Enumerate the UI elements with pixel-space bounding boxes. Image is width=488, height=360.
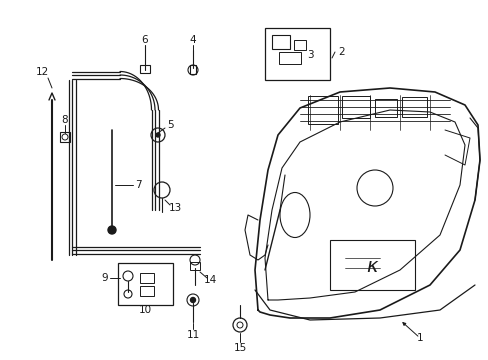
Circle shape <box>108 226 116 234</box>
Bar <box>307 96 337 124</box>
Circle shape <box>190 297 195 302</box>
Text: 4: 4 <box>189 35 196 45</box>
Circle shape <box>156 133 160 137</box>
Bar <box>401 97 426 117</box>
Text: 11: 11 <box>186 330 199 340</box>
Bar <box>374 99 396 117</box>
Bar <box>140 286 154 296</box>
Bar <box>271 35 289 49</box>
Text: 9: 9 <box>101 273 108 283</box>
Text: 5: 5 <box>166 120 173 130</box>
Text: 13: 13 <box>168 203 181 213</box>
Bar <box>264 28 329 80</box>
Bar <box>190 65 196 74</box>
Text: 8: 8 <box>61 115 68 125</box>
Text: 15: 15 <box>233 343 246 353</box>
Bar <box>293 40 305 50</box>
Bar <box>329 240 414 290</box>
Text: 7: 7 <box>135 180 142 190</box>
Bar <box>279 52 301 64</box>
Text: 2: 2 <box>337 47 344 57</box>
Bar <box>190 262 200 270</box>
Bar <box>341 96 369 118</box>
Bar <box>140 273 154 283</box>
Text: 3: 3 <box>306 50 313 60</box>
Bar <box>60 132 70 142</box>
Text: κ: κ <box>366 256 377 275</box>
Text: 1: 1 <box>416 333 423 343</box>
Bar <box>140 65 150 73</box>
Bar <box>118 263 173 305</box>
Text: 14: 14 <box>203 275 216 285</box>
Text: 6: 6 <box>142 35 148 45</box>
Text: 10: 10 <box>138 305 151 315</box>
Text: 12: 12 <box>35 67 48 77</box>
